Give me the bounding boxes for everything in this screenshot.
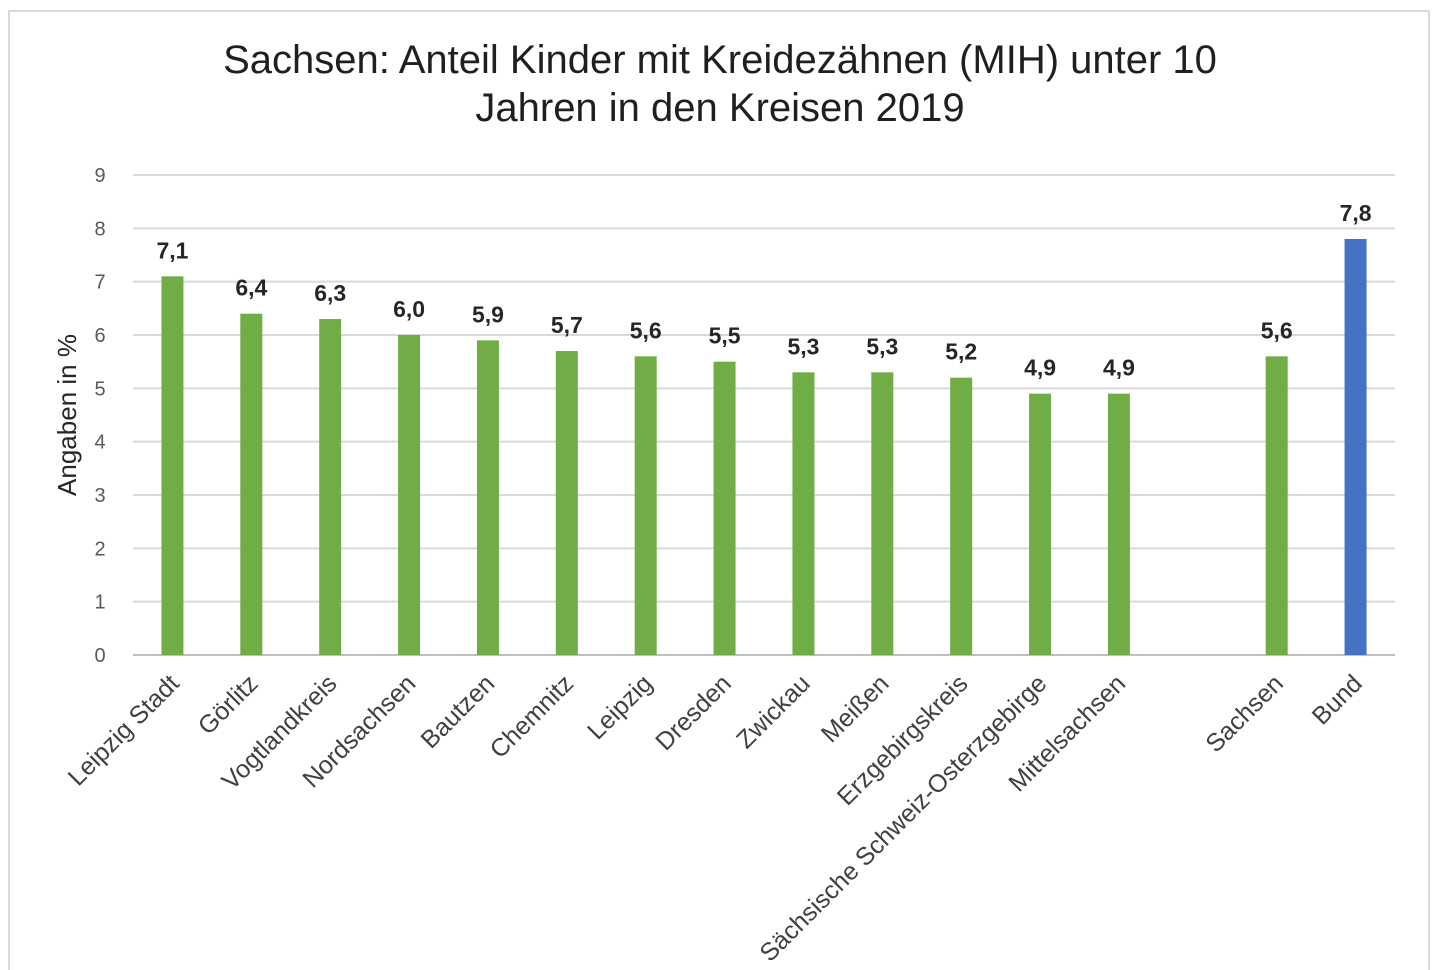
data-label: 5,9 [472, 301, 504, 327]
bar [871, 372, 894, 655]
bar [398, 335, 421, 655]
y-tick-label: 8 [94, 218, 105, 240]
data-label: 4,9 [1103, 355, 1135, 381]
data-label: 4,9 [1024, 355, 1056, 381]
data-label: 5,2 [945, 339, 977, 365]
bar [1344, 239, 1367, 655]
x-tick-label: Görlitz [193, 669, 264, 740]
y-tick-label: 7 [94, 272, 105, 294]
chart-frame [8, 10, 1430, 970]
x-tick-label: Sächsische Schweiz-Osterzgebirge [754, 669, 1052, 960]
bar [555, 351, 578, 655]
data-label: 5,7 [551, 312, 583, 338]
y-tick-label: 1 [94, 592, 105, 614]
x-tick-label: Zwickau [731, 669, 816, 754]
x-tick-label: Sachsen [1200, 669, 1289, 758]
bar [476, 340, 499, 655]
chart-title-line2: Jahren in den Kreisen 2019 [475, 86, 965, 130]
x-tick-label: Chemnitz [485, 669, 579, 763]
data-label: 5,6 [1261, 317, 1293, 343]
y-tick-label: 4 [94, 432, 105, 454]
data-label: 6,3 [314, 280, 346, 306]
x-tick-label: Leipzig Stadt [63, 669, 185, 791]
data-label: 5,3 [866, 333, 898, 359]
bar [792, 372, 815, 655]
data-label: 6,0 [393, 296, 425, 322]
y-axis-label: Angaben in % [52, 334, 82, 496]
y-tick-label: 0 [94, 645, 105, 667]
bar [634, 356, 657, 655]
x-tick-label: Meißen [816, 669, 895, 748]
x-tick-label: Dresden [650, 669, 737, 756]
bar [240, 313, 263, 655]
bar [1029, 393, 1052, 655]
bar [713, 361, 736, 655]
y-tick-label: 6 [94, 325, 105, 347]
data-label: 5,6 [630, 317, 662, 343]
y-tick-label: 2 [94, 538, 105, 560]
x-tick-label: Bund [1307, 669, 1368, 730]
data-label: 7,1 [156, 237, 188, 263]
bar [1107, 393, 1130, 655]
y-tick-label: 5 [94, 378, 105, 400]
data-label: 5,3 [787, 333, 819, 359]
y-tick-label: 3 [94, 485, 105, 507]
bar [950, 377, 973, 655]
data-label: 7,8 [1340, 200, 1372, 226]
data-label: 6,4 [235, 275, 267, 301]
bar [319, 319, 342, 655]
data-label: 5,5 [709, 323, 741, 349]
y-tick-label: 9 [94, 165, 105, 187]
bar [161, 276, 184, 655]
bar [1265, 356, 1288, 655]
x-tick-label: Leipzig [582, 669, 658, 745]
chart-title-line1: Sachsen: Anteil Kinder mit Kreidezähnen … [223, 38, 1217, 82]
